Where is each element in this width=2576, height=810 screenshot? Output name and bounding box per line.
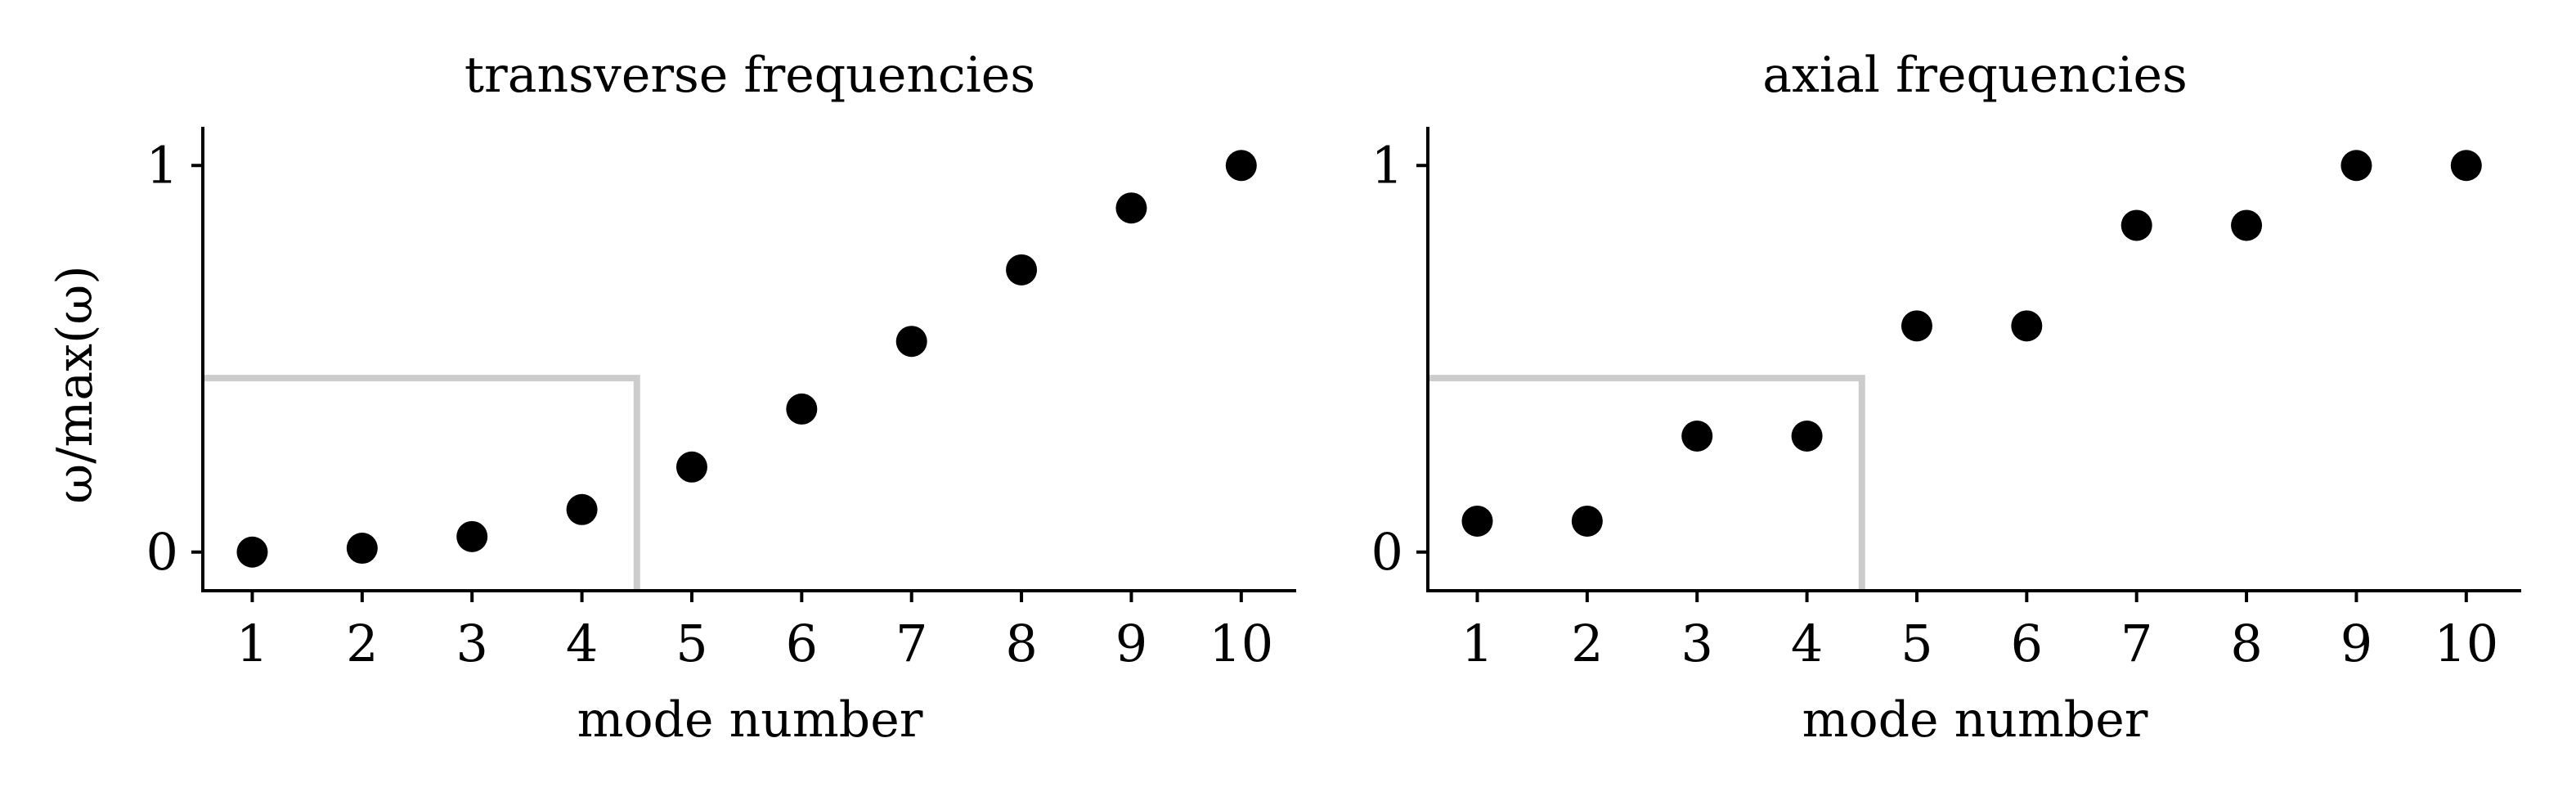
data-point [236, 536, 268, 568]
data-point [2231, 209, 2263, 241]
x-tick-label: 9 [1115, 614, 1147, 673]
x-tick-label: 7 [2120, 614, 2152, 673]
data-point [1571, 505, 1603, 537]
x-tick-label: 8 [1005, 614, 1037, 673]
x-tick-label: 2 [1571, 614, 1603, 673]
x-tick-label: 10 [2434, 614, 2498, 673]
data-point [346, 533, 378, 565]
data-point [1225, 150, 1257, 182]
x-axis-label: mode number [1802, 691, 2148, 749]
x-tick-label: 4 [1791, 614, 1823, 673]
x-tick-label: 7 [895, 614, 927, 673]
panel-title: axial frequencies [1762, 47, 2188, 104]
data-point [786, 393, 818, 425]
data-point [1461, 505, 1493, 537]
y-tick-label: 0 [146, 522, 178, 582]
threshold-box [1428, 375, 1865, 591]
y-tick-label: 1 [146, 135, 178, 195]
x-tick-label: 2 [346, 614, 378, 673]
data-point [895, 326, 927, 358]
data-point [456, 520, 488, 552]
x-tick-label: 5 [675, 614, 707, 673]
data-point [1006, 254, 1038, 286]
y-tick-label: 0 [1371, 522, 1403, 582]
data-point [566, 493, 598, 525]
data-point [1791, 421, 1823, 452]
x-tick-label: 1 [1461, 614, 1493, 673]
x-tick-label: 4 [566, 614, 598, 673]
data-point [1115, 192, 1147, 224]
panel-transverse: transverse frequencies mode number 1 2 3 4 5… [146, 47, 1296, 749]
x-tick-label: 10 [1209, 614, 1273, 673]
data-point [1901, 310, 1932, 342]
data-point [675, 451, 707, 483]
x-tick-label: 6 [2011, 614, 2043, 673]
x-tick-label: 3 [456, 614, 487, 673]
y-axis-label: ω/max(ω) [47, 265, 104, 503]
x-tick-label: 5 [1901, 614, 1932, 673]
panel-title: transverse frequencies [464, 47, 1035, 104]
x-tick-label: 9 [2340, 614, 2372, 673]
data-point [2011, 310, 2043, 342]
y-tick-label: 1 [1371, 135, 1403, 195]
data-point [2340, 150, 2372, 182]
data-point [2450, 150, 2482, 182]
x-tick-label: 6 [786, 614, 818, 673]
x-tick-label: 1 [236, 614, 268, 673]
data-point [2120, 209, 2152, 241]
data-point [1681, 421, 1713, 452]
x-tick-label: 8 [2230, 614, 2262, 673]
x-axis-label: mode number [577, 691, 923, 749]
panel-axial: axial frequencies mode number 1 2 3 4 5 6 7 8 9 1… [1371, 47, 2521, 749]
x-tick-label: 3 [1681, 614, 1712, 673]
threshold-box [203, 375, 640, 591]
